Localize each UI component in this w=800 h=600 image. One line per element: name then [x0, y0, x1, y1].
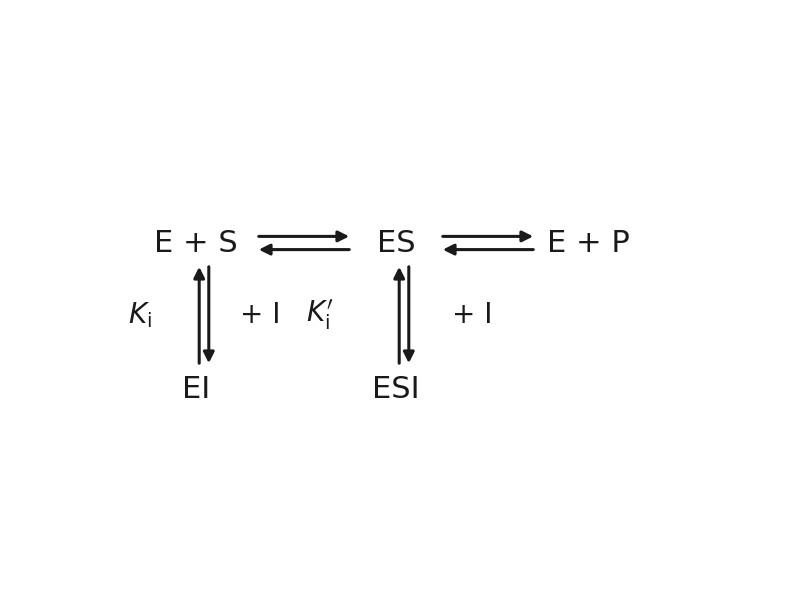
Text: $\mathit{K}_{\mathrm{i}}^{\prime}$: $\mathit{K}_{\mathrm{i}}^{\prime}$ — [306, 298, 334, 332]
Text: $\mathit{K}_{\mathrm{i}}$: $\mathit{K}_{\mathrm{i}}$ — [128, 300, 152, 330]
Text: E + P: E + P — [546, 229, 630, 257]
Text: EI: EI — [182, 376, 210, 404]
Text: ES: ES — [377, 229, 415, 257]
Text: E + S: E + S — [154, 229, 238, 257]
Text: + I: + I — [452, 301, 492, 329]
Text: ESI: ESI — [372, 376, 420, 404]
Text: + I: + I — [240, 301, 280, 329]
